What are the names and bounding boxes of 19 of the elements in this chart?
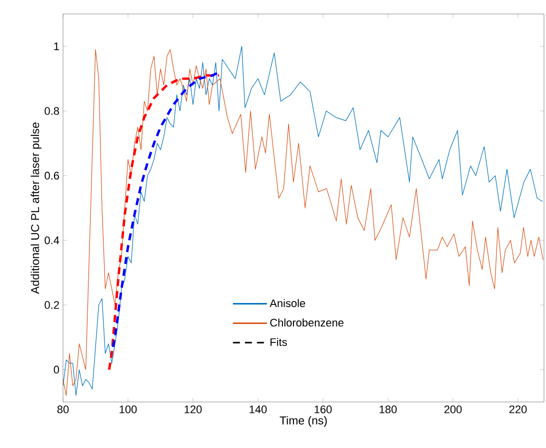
annotation: Fits (270, 338, 287, 346)
x-tick-label: 180 (380, 406, 397, 414)
x-tick-label: 80 (57, 406, 69, 414)
legend-label: Chlorobenzene (270, 318, 344, 327)
x-tick-label: 160 (314, 406, 332, 414)
y-tick-label: 0.8 (44, 107, 60, 115)
legend-label: Anisole (270, 299, 306, 308)
x-axis-title: Time (ns) (280, 416, 327, 427)
x-tick-label: 140 (250, 406, 267, 414)
y-axis-title: Additional UC PL after laser pulse (30, 122, 42, 294)
x-tick-label: 200 (444, 406, 462, 414)
x-tick-label: 120 (184, 406, 202, 414)
y-tick-label: 0.6 (44, 172, 60, 180)
y-tick-label: 0 (54, 366, 60, 374)
x-tick-label: 220 (509, 406, 527, 414)
x-tick-label: 100 (120, 406, 137, 414)
y-tick-label: 1 (54, 42, 59, 50)
y-tick-label: 0.4 (44, 236, 60, 244)
y-tick-label: 0.2 (44, 301, 59, 309)
